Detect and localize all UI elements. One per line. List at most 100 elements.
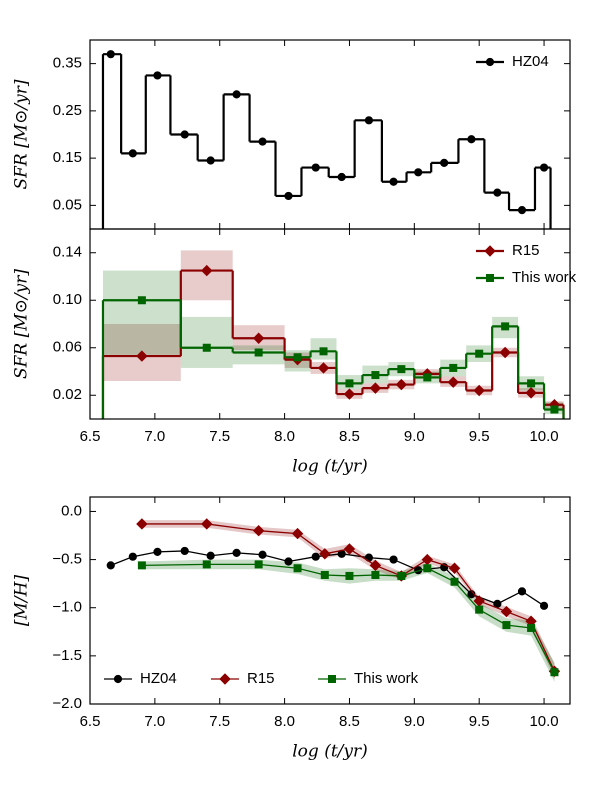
y-tick-label: −0.5 [52, 551, 82, 568]
marker [106, 561, 115, 570]
marker [153, 71, 162, 80]
y-tick-label: 0.02 [53, 386, 82, 403]
marker [502, 621, 511, 630]
marker [137, 296, 146, 305]
x-tick-label: 9.5 [469, 713, 490, 730]
marker [153, 547, 162, 556]
x-tick-label: 8.0 [274, 713, 295, 730]
y-tick-label: 0.10 [53, 291, 82, 308]
x-tick-label: 10.0 [529, 713, 558, 730]
x-tick-label: 6.5 [80, 428, 101, 445]
marker [136, 350, 148, 362]
y-tick-label: 0.0 [61, 502, 82, 519]
series-line [141, 523, 556, 672]
plot-area [101, 250, 565, 419]
legend-marker [484, 245, 496, 257]
x-tick-label: 9.0 [404, 428, 425, 445]
marker [501, 322, 510, 331]
x-tick-label: 7.5 [209, 713, 230, 730]
marker [202, 560, 211, 569]
marker [343, 388, 356, 400]
marker [364, 116, 374, 125]
marker [423, 373, 432, 382]
marker [254, 560, 263, 569]
marker [293, 564, 302, 573]
marker [527, 379, 536, 388]
marker [369, 382, 382, 394]
marker [517, 206, 527, 215]
marker [371, 570, 380, 579]
marker [397, 365, 406, 374]
marker [201, 264, 213, 277]
marker [319, 347, 328, 356]
x-axis-label: log (t/yr) [292, 742, 368, 762]
marker [206, 551, 215, 560]
y-tick-label: −2.0 [52, 695, 82, 712]
marker [345, 379, 354, 388]
marker [202, 343, 211, 352]
x-tick-label: 7.0 [144, 713, 165, 730]
marker [311, 163, 320, 172]
marker [369, 559, 382, 572]
marker [136, 518, 148, 530]
y-tick-label: 0.25 [53, 102, 82, 119]
error-band [141, 520, 555, 679]
marker [440, 158, 449, 167]
y-tick-label: 0.15 [53, 149, 82, 166]
y-axis-label: SFR [M⊙/yr] [12, 269, 32, 379]
marker [450, 577, 459, 586]
marker [414, 168, 423, 177]
legend-marker [486, 274, 494, 282]
marker [137, 561, 146, 570]
panel: 0.0 −0.5 −1.0 −1.5 −2.06.5 7.0 7.5 8.0 8.5 9.0 9.5… [12, 496, 571, 762]
marker [128, 552, 137, 561]
marker [345, 571, 354, 580]
x-tick-label: 9.0 [404, 713, 425, 730]
marker [389, 177, 398, 186]
marker [180, 546, 189, 556]
marker [473, 384, 485, 397]
marker [311, 552, 320, 561]
plot-area [106, 518, 561, 682]
legend-label: HZ04 [140, 670, 177, 687]
legend-label: R15 [247, 670, 275, 687]
marker [258, 137, 267, 146]
y-axis-label: SFR [M⊙/yr] [12, 79, 32, 189]
legend-marker [485, 57, 495, 67]
marker [447, 376, 459, 388]
marker [343, 543, 356, 555]
y-axis-label: [M/H] [12, 575, 32, 627]
marker [320, 570, 329, 579]
marker [493, 188, 502, 197]
legend-marker [219, 673, 231, 685]
marker [550, 668, 559, 677]
marker [201, 518, 213, 530]
marker [291, 527, 304, 540]
y-tick-label: 0.06 [53, 339, 82, 356]
legend-label: R15 [512, 242, 540, 259]
marker [500, 605, 513, 618]
marker [284, 557, 293, 566]
x-tick-label: 8.5 [339, 713, 360, 730]
marker [180, 130, 189, 139]
x-tick-label: 6.5 [80, 713, 101, 730]
marker [499, 346, 511, 359]
y-tick-label: −1.5 [52, 647, 82, 664]
x-tick-label: 7.0 [144, 428, 165, 445]
error-band [180, 316, 233, 368]
panel: 0.05 0.15 0.25 0.35 SFR [M⊙/yr] HZ04 [12, 39, 571, 230]
marker [467, 135, 476, 144]
axes-frame [89, 39, 571, 230]
panel: 0.02 0.06 0.10 0.14 6.5 7.0 7.5 8.0 8.5 9.0 9.5 10.… [12, 228, 577, 477]
marker [448, 562, 461, 574]
marker [232, 548, 241, 557]
y-tick-label: −1.0 [52, 599, 82, 616]
marker [293, 353, 302, 362]
marker [389, 555, 398, 564]
marker [254, 348, 263, 357]
x-tick-label: 7.5 [209, 428, 230, 445]
marker [475, 349, 484, 358]
marker [106, 50, 115, 59]
marker [449, 363, 458, 372]
